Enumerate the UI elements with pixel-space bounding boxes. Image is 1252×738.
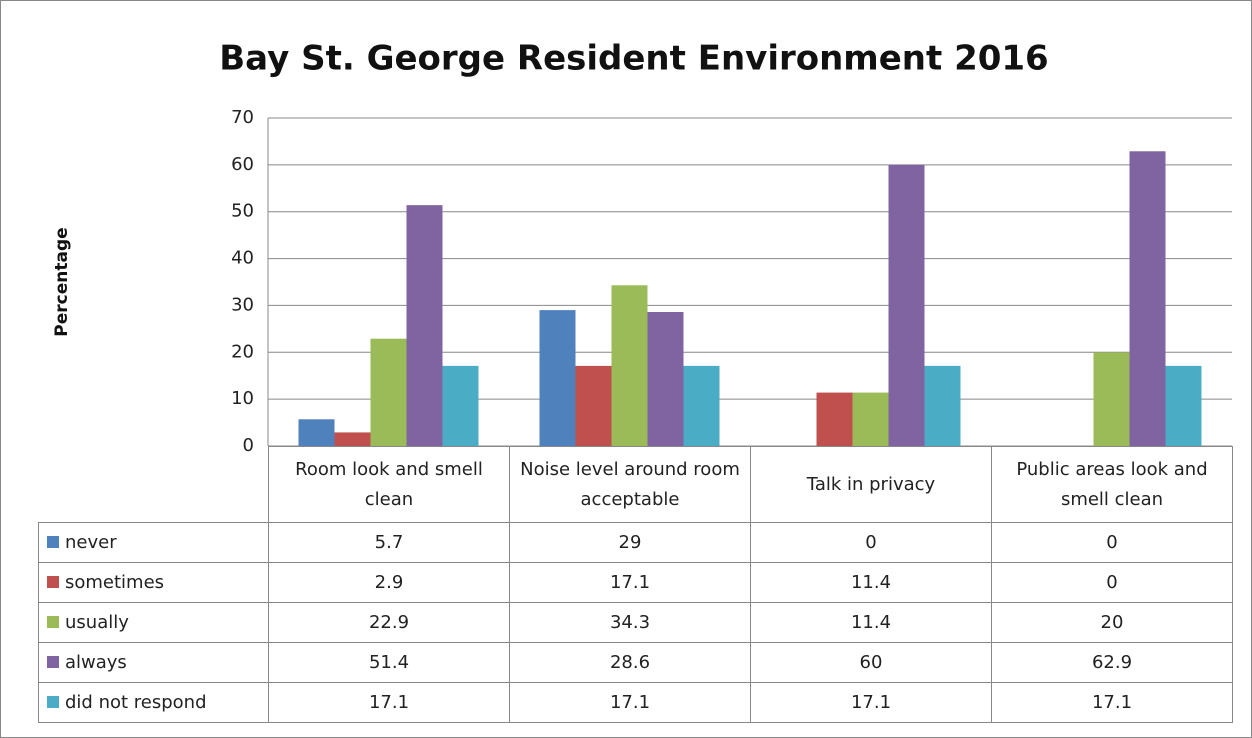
x-tick-label: Noise level around room acceptable (509, 446, 751, 523)
legend-label: never (65, 531, 117, 553)
y-tick-label: 40 (231, 248, 254, 269)
bar (683, 365, 720, 446)
chart-title: Bay St. George Resident Environment 2016 (219, 39, 1048, 79)
bar (298, 419, 335, 446)
bar (1093, 352, 1130, 446)
bar (816, 392, 853, 446)
table-value: 34.3 (509, 602, 751, 643)
bar (888, 164, 925, 446)
table-row: never 5.7 29 0 0 (38, 522, 1233, 563)
table-value: 62.9 (991, 642, 1233, 683)
table-row: usually 22.9 34.3 11.4 20 (38, 602, 1233, 643)
y-axis-label: Percentage (52, 227, 72, 336)
y-tick-label: 50 (231, 201, 254, 222)
y-tick-label: 30 (231, 294, 254, 315)
legend-label: always (65, 651, 127, 673)
legend-label: sometimes (65, 571, 165, 593)
legend-cell: always (38, 642, 269, 683)
bar (334, 432, 371, 446)
legend-cell: did not respond (38, 682, 269, 723)
bar (370, 338, 407, 446)
data-table: Room look and smell clean Noise level aro… (38, 446, 1233, 723)
table-value: 17.1 (991, 682, 1233, 723)
legend-key (47, 655, 59, 668)
table-value: 29 (509, 522, 751, 563)
table-row: did not respond 17.1 17.1 17.1 17.1 (38, 682, 1233, 723)
table-value: 11.4 (750, 562, 992, 603)
table-value: 51.4 (268, 642, 510, 683)
table-value: 22.9 (268, 602, 510, 643)
bar (539, 310, 576, 446)
legend-cell: usually (38, 602, 269, 643)
y-tick-label: 10 (231, 388, 254, 409)
blank-cell (38, 446, 269, 523)
legend-key (47, 695, 59, 708)
y-tick-label: 20 (231, 341, 254, 362)
table-value: 17.1 (750, 682, 992, 723)
table-row: always 51.4 28.6 60 62.9 (38, 642, 1233, 683)
table-row: sometimes 2.9 17.1 11.4 0 (38, 562, 1233, 603)
x-tick-label: Public areas look and smell clean (991, 446, 1233, 523)
y-tick-label: 0 (243, 435, 254, 456)
legend-key (47, 575, 59, 588)
table-value: 5.7 (268, 522, 510, 563)
bar (442, 365, 479, 446)
table-value: 0 (991, 562, 1233, 603)
bar (406, 205, 443, 446)
y-tick-label: 60 (231, 154, 254, 175)
table-value: 60 (750, 642, 992, 683)
table-header-row: Room look and smell clean Noise level aro… (38, 446, 1233, 523)
table-value: 11.4 (750, 602, 992, 643)
legend-label: usually (65, 611, 129, 633)
table-value: 17.1 (509, 562, 751, 603)
legend-cell: never (38, 522, 269, 563)
legend-key (47, 535, 59, 548)
bar (575, 365, 612, 446)
table-value: 0 (991, 522, 1233, 563)
bar (647, 311, 684, 446)
legend-label: did not respond (65, 691, 207, 713)
y-tick-label: 70 (231, 107, 254, 128)
bar (1129, 151, 1166, 447)
bar (1165, 365, 1202, 446)
table-value: 0 (750, 522, 992, 563)
bar (924, 365, 961, 446)
bar (611, 285, 648, 446)
table-value: 17.1 (509, 682, 751, 723)
legend-key (47, 615, 59, 628)
table-value: 20 (991, 602, 1233, 643)
x-tick-label: Room look and smell clean (268, 446, 510, 523)
bar (852, 392, 889, 446)
table-value: 17.1 (268, 682, 510, 723)
legend-cell: sometimes (38, 562, 269, 603)
table-value: 28.6 (509, 642, 751, 683)
table-value: 2.9 (268, 562, 510, 603)
x-tick-label: Talk in privacy (750, 446, 992, 523)
